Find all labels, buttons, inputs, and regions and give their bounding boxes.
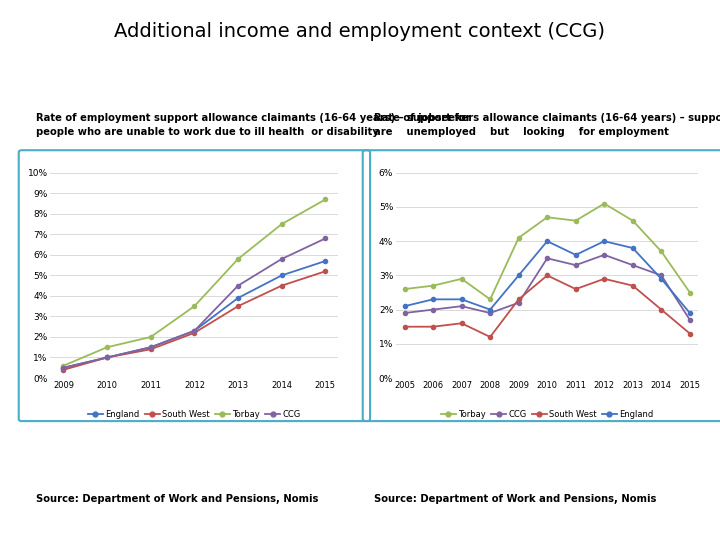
Torbay [685, 289, 694, 296]
CCG [543, 255, 552, 261]
Line: Torbay: Torbay [61, 198, 328, 368]
England [190, 328, 199, 334]
CCG [321, 235, 330, 242]
Torbay [629, 218, 637, 224]
CCG [234, 282, 243, 289]
Line: England: England [402, 239, 692, 315]
CCG [685, 316, 694, 323]
England [234, 295, 243, 301]
South_West [486, 334, 495, 340]
South_West [600, 275, 608, 282]
England [629, 245, 637, 251]
England [600, 238, 608, 245]
Torbay [429, 282, 438, 289]
Line: CCG: CCG [61, 237, 328, 370]
CCG [190, 328, 199, 334]
Torbay [59, 362, 68, 369]
Torbay [600, 200, 608, 207]
South_West [657, 306, 665, 313]
South_West [190, 329, 199, 336]
Text: Rate of employment support allowance claimants (16-64 years) – support for
peopl: Rate of employment support allowance cla… [36, 113, 471, 137]
England [429, 296, 438, 302]
Torbay [146, 334, 155, 340]
Torbay [103, 344, 112, 350]
England [543, 238, 552, 245]
England [321, 258, 330, 264]
CCG [657, 272, 665, 279]
South_West [277, 282, 286, 289]
Legend: Torbay, CCG, South West, England: Torbay, CCG, South West, England [438, 407, 657, 422]
England [146, 344, 155, 350]
Line: South_West: South_West [61, 269, 328, 372]
CCG [486, 310, 495, 316]
Text: Additional income and employment context (CCG): Additional income and employment context… [114, 22, 606, 40]
CCG [103, 354, 112, 361]
England [657, 275, 665, 282]
Torbay [514, 234, 523, 241]
South_West [103, 354, 112, 361]
South_West [321, 268, 330, 274]
England [59, 364, 68, 371]
South_West [146, 346, 155, 353]
CCG [146, 344, 155, 350]
Torbay [457, 275, 466, 282]
Torbay [486, 296, 495, 302]
South_West [457, 320, 466, 327]
Torbay [277, 221, 286, 227]
CCG [600, 252, 608, 258]
England [277, 272, 286, 279]
Torbay [657, 248, 665, 255]
England [685, 310, 694, 316]
CCG [514, 300, 523, 306]
South_West [429, 323, 438, 330]
South_West [685, 330, 694, 337]
South_West [400, 323, 409, 330]
Text: Source: Department of Work and Pensions, Nomis: Source: Department of Work and Pensions,… [36, 494, 318, 504]
Text: Source: Department of Work and Pensions, Nomis: Source: Department of Work and Pensions,… [374, 494, 657, 504]
England [486, 306, 495, 313]
England [400, 303, 409, 309]
CCG [400, 310, 409, 316]
South_West [514, 296, 523, 302]
Line: CCG: CCG [402, 253, 692, 322]
Line: South_West: South_West [402, 273, 692, 339]
South_West [629, 282, 637, 289]
Line: England: England [61, 259, 328, 370]
Torbay [190, 303, 199, 309]
Line: Torbay: Torbay [402, 201, 692, 301]
England [514, 272, 523, 279]
South_West [543, 272, 552, 279]
Torbay [234, 256, 243, 262]
England [457, 296, 466, 302]
CCG [572, 262, 580, 268]
Torbay [321, 196, 330, 202]
CCG [429, 306, 438, 313]
England [103, 354, 112, 361]
South_West [572, 286, 580, 292]
South_West [234, 303, 243, 309]
Torbay [572, 218, 580, 224]
CCG [277, 256, 286, 262]
Legend: England, South West, Torbay, CCG: England, South West, Torbay, CCG [85, 407, 304, 422]
Torbay [400, 286, 409, 292]
Text: Rate of jobseekers allowance claimants (16-64 years) – support for people who
ar: Rate of jobseekers allowance claimants (… [374, 113, 720, 137]
CCG [457, 303, 466, 309]
Torbay [543, 214, 552, 220]
CCG [59, 364, 68, 371]
CCG [629, 262, 637, 268]
England [572, 252, 580, 258]
South_West [59, 367, 68, 373]
